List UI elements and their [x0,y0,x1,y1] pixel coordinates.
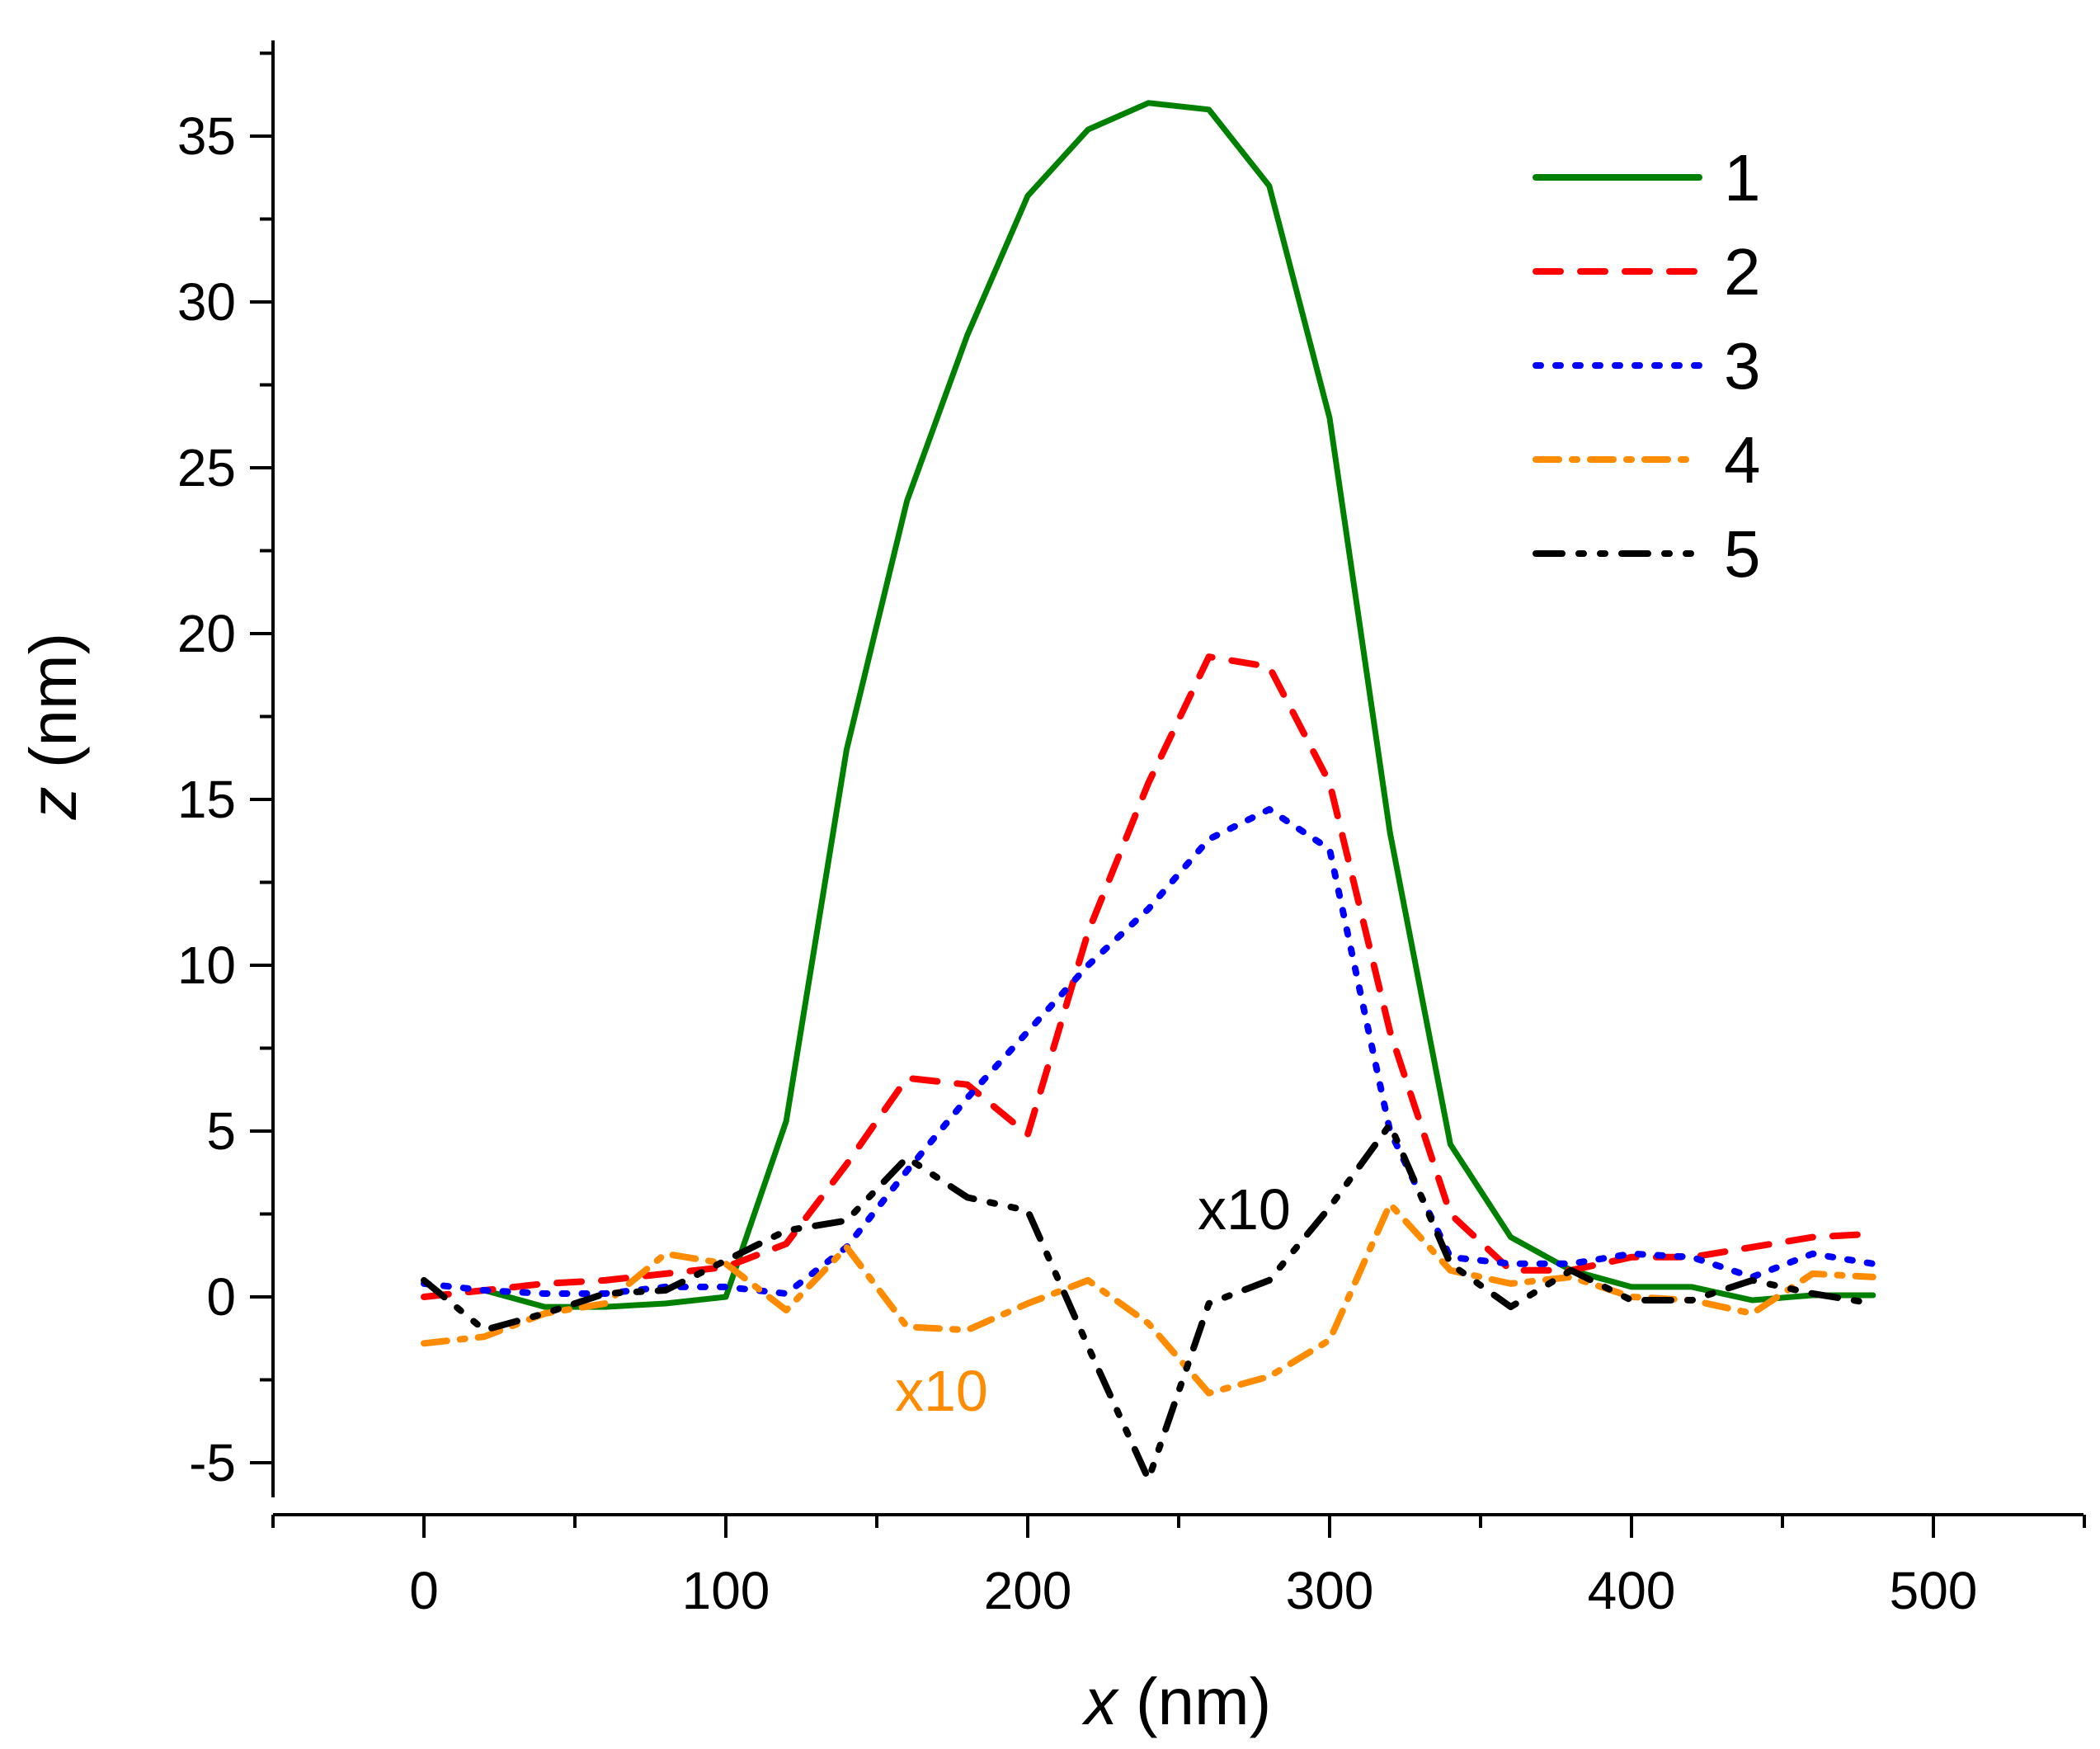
y-tick-label: 25 [177,438,236,497]
plot-area [421,100,1876,1483]
annotation-x10-series5: x10 [1198,1177,1291,1242]
y-axis-label: z (nm) [16,633,90,821]
series-1-line [481,100,1876,1310]
series-2-line [421,653,1876,1300]
legend-label-2: 2 [1724,235,1761,309]
series-5-line [421,1121,1876,1483]
y-tick-label: 15 [177,770,236,829]
x-tick-label: 500 [1890,1561,1978,1620]
legend-label-4: 4 [1724,423,1761,497]
y-tick-label: 20 [177,604,236,663]
y-tick-label: 35 [177,106,236,166]
y-tick-label: 0 [206,1267,236,1327]
legend: 1 2 3 4 5 [1533,141,1761,591]
series-4-line [421,1200,1876,1397]
x-tick-label: 200 [984,1561,1072,1620]
y-tick-label: -5 [189,1433,236,1492]
x-tick-label: 100 [682,1561,770,1620]
x-axis-label: x (nm) [1081,1665,1272,1738]
y-tick-label: 10 [177,936,236,995]
legend-label-3: 3 [1724,329,1761,403]
legend-label-5: 5 [1724,517,1761,591]
series-3-line [421,806,1876,1297]
x-tick-label: 400 [1588,1561,1676,1620]
annotation-x10-series4: x10 [895,1359,988,1423]
x-tick-label: 300 [1286,1561,1374,1620]
legend-label-1: 1 [1724,141,1761,214]
y-tick-label: 5 [206,1101,236,1161]
y-tick-label: 30 [177,272,236,332]
x-tick-label: 0 [409,1561,439,1620]
